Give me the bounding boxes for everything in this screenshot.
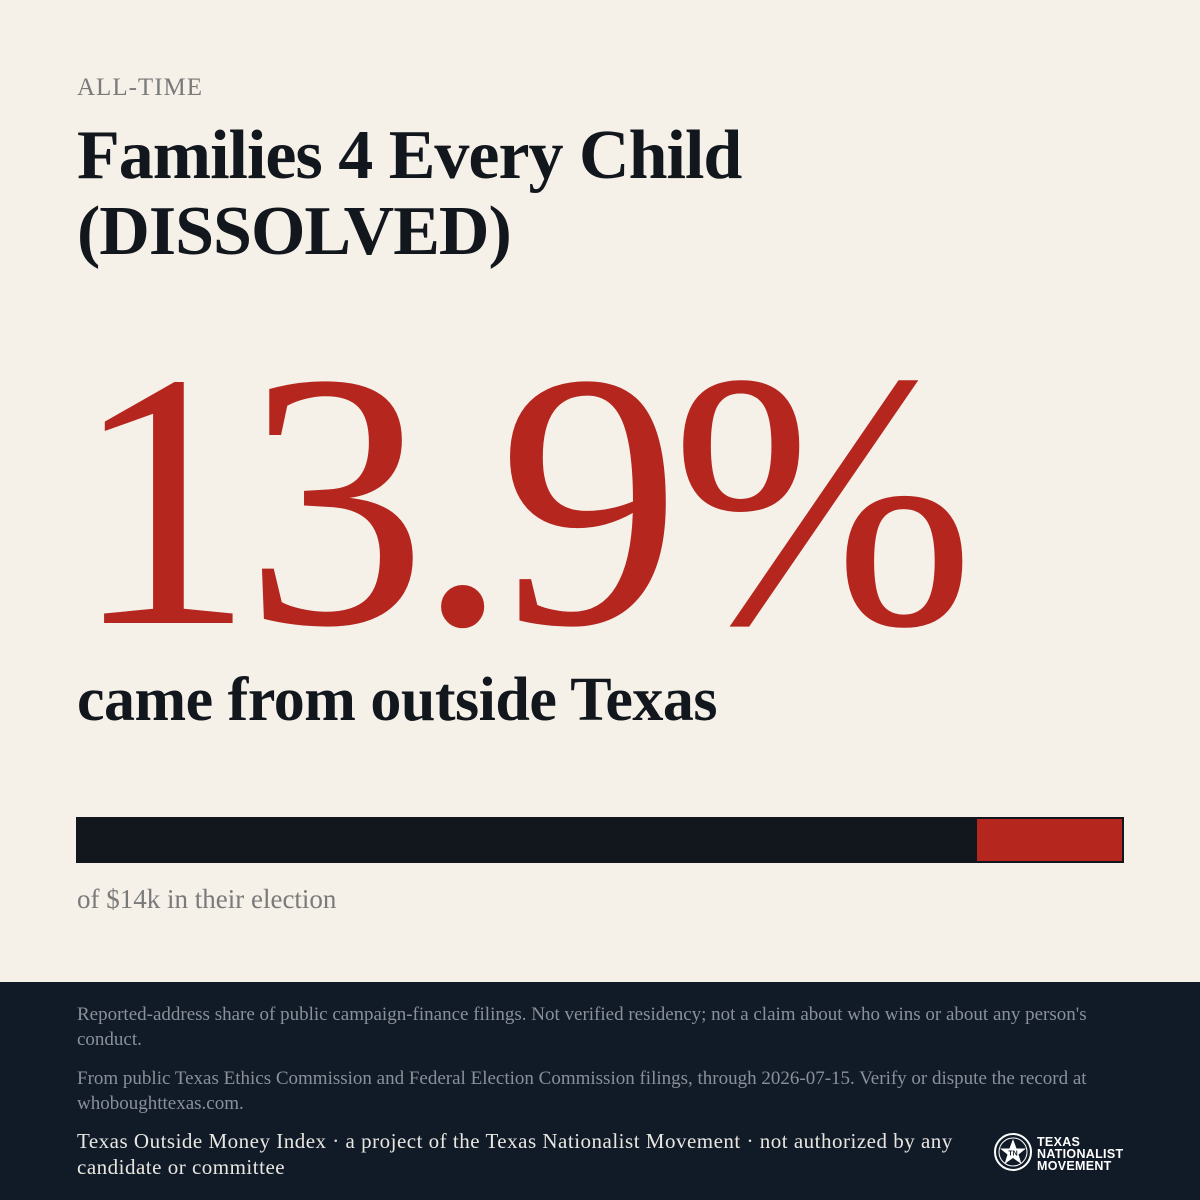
credit-line: Texas Outside Money Index · a project of… bbox=[77, 1129, 953, 1179]
committee-title: Families 4 Every Child (DISSOLVED) bbox=[77, 117, 742, 270]
logo-line-movement: MOVEMENT bbox=[1037, 1159, 1112, 1173]
logo-line-nationalist: NATIONALIST bbox=[1037, 1147, 1124, 1161]
star-seal-icon: TN bbox=[993, 1132, 1033, 1176]
headline-caption: came from outside Texas bbox=[77, 666, 718, 734]
footer: Reported-address share of public campaig… bbox=[0, 982, 1200, 1200]
share-bar bbox=[76, 817, 1124, 863]
svg-text:TN: TN bbox=[1008, 1151, 1017, 1158]
bar-caption: of $14k in their election bbox=[77, 884, 337, 914]
logo-line-texas: TEXAS bbox=[1037, 1135, 1081, 1149]
headline-percentage: 13.9% bbox=[72, 298, 975, 702]
tnm-logo: TN TEXAS NATIONALIST MOVEMENT bbox=[993, 1132, 1123, 1176]
disclaimer-source: From public Texas Ethics Commission and … bbox=[77, 1068, 1087, 1114]
share-bar-outside-fill bbox=[976, 819, 1122, 861]
disclaimer-residency: Reported-address share of public campaig… bbox=[77, 1004, 1087, 1050]
kicker-label: ALL-TIME bbox=[77, 74, 204, 101]
